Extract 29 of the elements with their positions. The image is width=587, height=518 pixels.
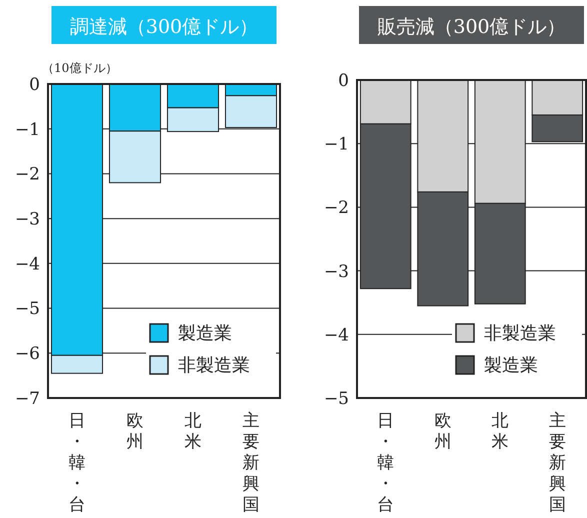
y-tick-label: −1: [14, 120, 40, 140]
x-tick-label: 北米: [184, 411, 202, 452]
legend-label: 製造業: [484, 355, 538, 376]
y-tick-label: 0: [338, 70, 349, 91]
x-tick-label: 欧州: [434, 411, 452, 452]
y-tick-label: −1: [324, 134, 349, 155]
y-tick-label: −6: [14, 344, 40, 364]
y-tick-label: 0: [29, 74, 40, 95]
x-tick-label: 北米: [492, 411, 509, 452]
y-tick-label: −2: [14, 164, 40, 185]
y-tick-label: −7: [14, 388, 40, 409]
y-axis-title: （10億ドル）: [42, 61, 118, 75]
legend-label: 製造業: [178, 323, 232, 344]
chart-title: 調達減（300億ドル）: [70, 16, 258, 38]
y-tick-label: −5: [324, 388, 349, 409]
x-tick-label: 主要新興国: [548, 411, 566, 515]
y-tick-label: −2: [324, 198, 349, 218]
y-tick-label: −3: [14, 210, 40, 230]
x-tick-label: 日・韓・台: [68, 411, 86, 515]
legend-label: 非製造業: [178, 355, 250, 376]
chart-title: 販売減（300億ドル）: [377, 16, 566, 38]
y-tick-label: −3: [324, 262, 349, 282]
y-tick-label: −4: [324, 325, 349, 346]
x-tick-label: 欧州: [126, 411, 144, 452]
legend-label: 非製造業: [484, 323, 556, 344]
x-tick-label: 主要新興国: [242, 411, 260, 515]
y-tick-label: −5: [14, 299, 40, 320]
y-tick-label: −4: [14, 254, 40, 274]
x-tick-label: 日・韓・台: [377, 411, 394, 515]
